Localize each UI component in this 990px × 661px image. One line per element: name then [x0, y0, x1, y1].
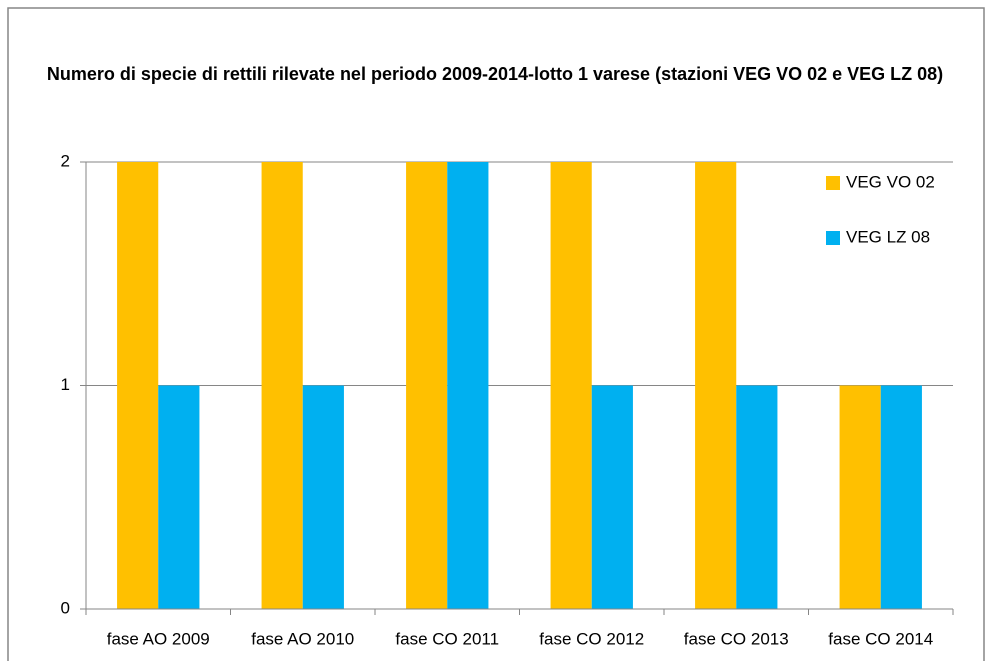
bar: [302, 385, 344, 609]
bar: [550, 162, 592, 609]
x-tick-label: fase AO 2010: [251, 629, 354, 648]
bar: [695, 162, 737, 609]
y-tick-label: 2: [61, 151, 70, 170]
bar: [880, 385, 922, 609]
bar: [117, 162, 159, 609]
y-tick-label: 1: [61, 375, 70, 394]
bar: [736, 385, 778, 609]
legend-label: VEG VO 02: [846, 172, 935, 191]
bar: [261, 162, 303, 609]
bar: [447, 162, 489, 609]
x-tick-label: fase CO 2014: [828, 629, 933, 648]
bar: [591, 385, 633, 609]
x-tick-label: fase CO 2012: [539, 629, 644, 648]
legend-swatch: [826, 231, 840, 245]
legend-label: VEG LZ 08: [846, 227, 930, 246]
y-tick-label: 0: [61, 598, 70, 617]
bar: [158, 385, 200, 609]
legend-swatch: [826, 176, 840, 190]
chart-border: [7, 7, 985, 661]
x-tick-label: fase CO 2013: [684, 629, 789, 648]
chart-title: Numero di specie di rettili rilevate nel…: [46, 64, 944, 84]
x-tick-label: fase AO 2009: [107, 629, 210, 648]
bar: [839, 385, 881, 609]
x-tick-label: fase CO 2011: [395, 629, 499, 648]
bar: [406, 162, 448, 609]
